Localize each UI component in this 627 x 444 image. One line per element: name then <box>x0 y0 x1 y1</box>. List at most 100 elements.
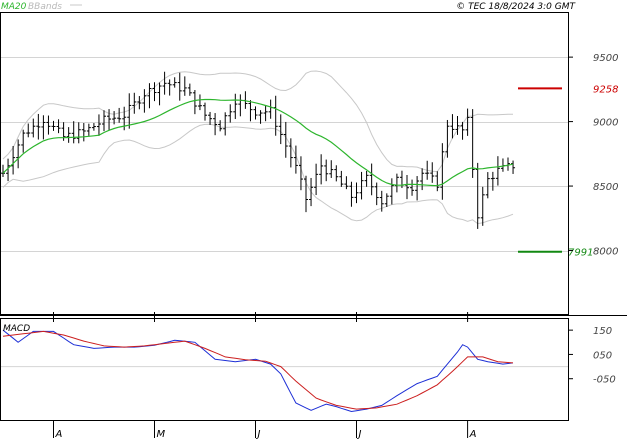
price-bar <box>425 160 430 180</box>
price-bar <box>490 171 495 191</box>
price-bar <box>506 157 510 171</box>
price-bar <box>31 118 36 138</box>
macd-title: MACD <box>3 324 30 334</box>
price-bar <box>379 190 384 212</box>
macd-lines <box>2 329 514 413</box>
price-bar <box>76 122 81 144</box>
bollinger-bands <box>2 70 514 225</box>
legend-ma20: MA20 <box>1 2 27 12</box>
month-tick-label: M <box>157 429 166 440</box>
price-bar <box>374 182 379 206</box>
price-bar <box>182 76 187 96</box>
price-bar <box>415 176 420 201</box>
price-bar <box>51 120 56 131</box>
macd-panel: 150 050 -050 MACD <box>0 318 616 421</box>
price-bar <box>197 94 202 111</box>
price-bar <box>480 186 485 226</box>
price-tick-label: 8500 <box>593 182 618 193</box>
ma20-line <box>2 98 514 187</box>
price-bar <box>233 93 238 120</box>
legend-bbands: BBands <box>28 2 62 12</box>
support-level-label: 7991 <box>568 248 593 259</box>
price-bar <box>359 171 364 200</box>
price-bar <box>107 109 112 131</box>
price-bar <box>91 123 96 131</box>
price-bar <box>470 109 475 178</box>
price-bar <box>334 165 339 182</box>
price-bar <box>223 112 228 136</box>
price-bar <box>369 163 374 196</box>
price-bar <box>248 100 253 122</box>
price-bar <box>405 175 409 200</box>
macd-tick-label: -050 <box>593 375 616 386</box>
macd-tick-label: 150 <box>593 326 612 337</box>
price-bar <box>218 120 223 132</box>
price-bar <box>475 162 480 229</box>
price-bar <box>117 107 122 123</box>
month-tick-label: A <box>55 429 63 440</box>
price-bar <box>394 173 399 193</box>
price-bar <box>258 110 263 124</box>
signal-line <box>2 330 514 410</box>
price-bar <box>147 83 152 109</box>
price-bar <box>511 160 516 174</box>
price-bar <box>228 104 233 123</box>
price-bar <box>344 176 349 190</box>
price-bar <box>21 129 26 153</box>
macd-panel-frame <box>0 318 569 421</box>
price-bar <box>162 71 167 95</box>
price-bar <box>167 79 172 96</box>
price-bar <box>314 163 319 196</box>
price-bar <box>430 162 435 183</box>
price-bar <box>96 114 101 136</box>
price-bar <box>142 89 147 113</box>
price-bar <box>354 182 359 204</box>
resistance-level-label: 9258 <box>593 84 618 95</box>
price-bar <box>152 82 157 102</box>
price-bar <box>309 177 314 207</box>
price-bar <box>319 154 324 185</box>
price-tick-label: 9500 <box>593 53 618 64</box>
price-bar <box>71 121 76 144</box>
month-tick-label: J <box>256 429 261 440</box>
price-bar <box>127 93 132 129</box>
price-tick-label: 9000 <box>593 118 618 129</box>
price-bar <box>41 115 46 140</box>
price-bar <box>172 77 177 88</box>
price-bar <box>349 181 354 207</box>
price-bar <box>268 99 273 119</box>
price-bar <box>465 108 470 136</box>
price-bar <box>384 193 389 207</box>
price-bar <box>455 115 460 135</box>
price-levels: 9258 7991 <box>518 84 618 259</box>
price-bar <box>177 72 182 101</box>
price-bar <box>46 115 51 135</box>
price-bar <box>410 179 415 196</box>
price-bar <box>187 83 192 96</box>
price-bar <box>460 121 465 140</box>
price-bar <box>495 156 500 186</box>
price-bar <box>203 102 207 121</box>
price-gridlines <box>0 57 568 316</box>
price-bar <box>435 171 440 192</box>
price-bar <box>445 119 450 158</box>
price-panel-frame <box>0 12 569 315</box>
price-bar <box>304 175 308 213</box>
price-bar <box>263 105 268 122</box>
macd-tick-label: 050 <box>593 350 612 361</box>
price-bar <box>420 168 425 191</box>
price-bar <box>26 123 31 138</box>
price-bars <box>1 71 516 229</box>
price-bar <box>389 178 394 205</box>
timestamp: © TEC 18/8/2024 3:0 GMT <box>456 2 576 12</box>
bollinger-upper-band <box>2 70 514 173</box>
moving-average-line <box>2 98 514 187</box>
price-bar <box>157 82 162 106</box>
price-bar <box>450 114 455 139</box>
price-bar <box>132 92 137 114</box>
price-bar <box>86 123 91 136</box>
price-bar <box>253 106 258 120</box>
